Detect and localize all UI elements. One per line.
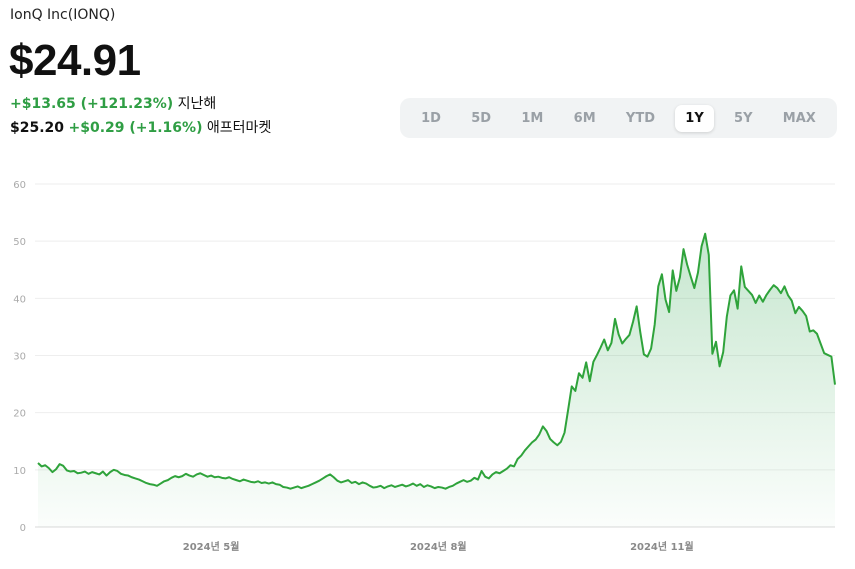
y-tick-label: 50 bbox=[13, 237, 26, 248]
after-market-price: $25.20 bbox=[10, 120, 65, 136]
y-tick-label: 0 bbox=[20, 523, 26, 534]
y-tick-label: 40 bbox=[13, 294, 26, 305]
range-5y[interactable]: 5Y bbox=[734, 110, 753, 126]
price-area bbox=[38, 233, 835, 528]
range-max[interactable]: MAX bbox=[782, 110, 816, 126]
x-tick-label: 2024년 11월 bbox=[630, 540, 694, 553]
after-market-label: 애프터마켓 bbox=[206, 120, 272, 136]
y-tick-label: 30 bbox=[13, 352, 26, 363]
range-1d[interactable]: 1D bbox=[421, 110, 441, 126]
y-tick-label: 10 bbox=[13, 466, 26, 477]
x-tick-label: 2024년 5월 bbox=[183, 540, 240, 553]
range-selector: 1D 5D 1M 6M YTD 1Y 5Y MAX bbox=[400, 98, 837, 138]
current-price: $24.91 bbox=[9, 36, 141, 85]
range-ytd[interactable]: YTD bbox=[625, 110, 655, 126]
stock-title: IonQ Inc(IONQ) bbox=[10, 7, 116, 23]
x-tick-label: 2024년 8월 bbox=[410, 540, 467, 553]
y-tick-label: 20 bbox=[13, 409, 26, 420]
year-change-value: +$13.65 (+121.23%) bbox=[10, 96, 174, 112]
range-1y[interactable]: 1Y bbox=[675, 104, 714, 132]
range-1m[interactable]: 1M bbox=[521, 110, 544, 126]
after-market-row: $25.20 +$0.29 (+1.16%) 애프터마켓 bbox=[10, 117, 271, 137]
range-6m[interactable]: 6M bbox=[573, 110, 596, 126]
after-market-change: +$0.29 (+1.16%) bbox=[68, 120, 203, 136]
year-change-row: +$13.65 (+121.23%) 지난해 bbox=[10, 93, 216, 113]
range-5d[interactable]: 5D bbox=[471, 110, 492, 126]
year-change-label: 지난해 bbox=[177, 96, 217, 112]
y-tick-label: 60 bbox=[13, 180, 26, 191]
price-line bbox=[37, 232, 836, 490]
